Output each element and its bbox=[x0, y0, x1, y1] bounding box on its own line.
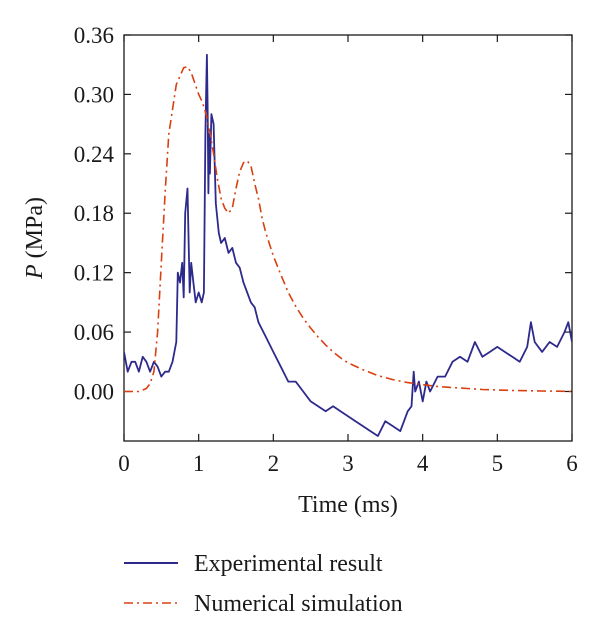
legend-label-experimental: Experimental result bbox=[194, 551, 383, 577]
x-axis: 0 1 2 3 4 5 6 bbox=[118, 35, 578, 476]
y-tick-label: 0.30 bbox=[74, 82, 114, 107]
x-tick-label: 0 bbox=[118, 451, 130, 476]
y-tick-label: 0.06 bbox=[74, 320, 114, 345]
plot-frame bbox=[123, 34, 573, 442]
x-axis-title: Time (ms) bbox=[298, 492, 398, 518]
x-tick-label: 5 bbox=[492, 451, 504, 476]
x-tick-label: 2 bbox=[268, 451, 280, 476]
x-tick-label: 6 bbox=[566, 451, 578, 476]
y-axis-title: P (MPa) bbox=[22, 197, 48, 280]
y-tick-label: 0.36 bbox=[74, 23, 114, 48]
legend-label-simulation: Numerical simulation bbox=[194, 591, 403, 617]
legend: Experimental result Numerical simulation bbox=[124, 551, 403, 617]
y-axis-title-unit: (MPa) bbox=[22, 197, 48, 264]
series-line-simulation bbox=[124, 65, 572, 393]
x-tick-label: 3 bbox=[342, 451, 354, 476]
y-axis: 0.00 0.06 0.12 0.18 0.24 0.30 0.36 bbox=[74, 23, 572, 404]
x-tick-label: 1 bbox=[193, 451, 205, 476]
x-tick-label: 4 bbox=[417, 451, 429, 476]
series-layer bbox=[124, 53, 572, 437]
y-tick-label: 0.00 bbox=[74, 379, 114, 404]
y-tick-label: 0.24 bbox=[74, 142, 115, 167]
y-tick-label: 0.12 bbox=[74, 261, 114, 286]
series-line-experimental bbox=[124, 53, 572, 437]
y-tick-label: 0.18 bbox=[74, 201, 114, 226]
y-axis-title-symbol: P bbox=[22, 264, 48, 280]
